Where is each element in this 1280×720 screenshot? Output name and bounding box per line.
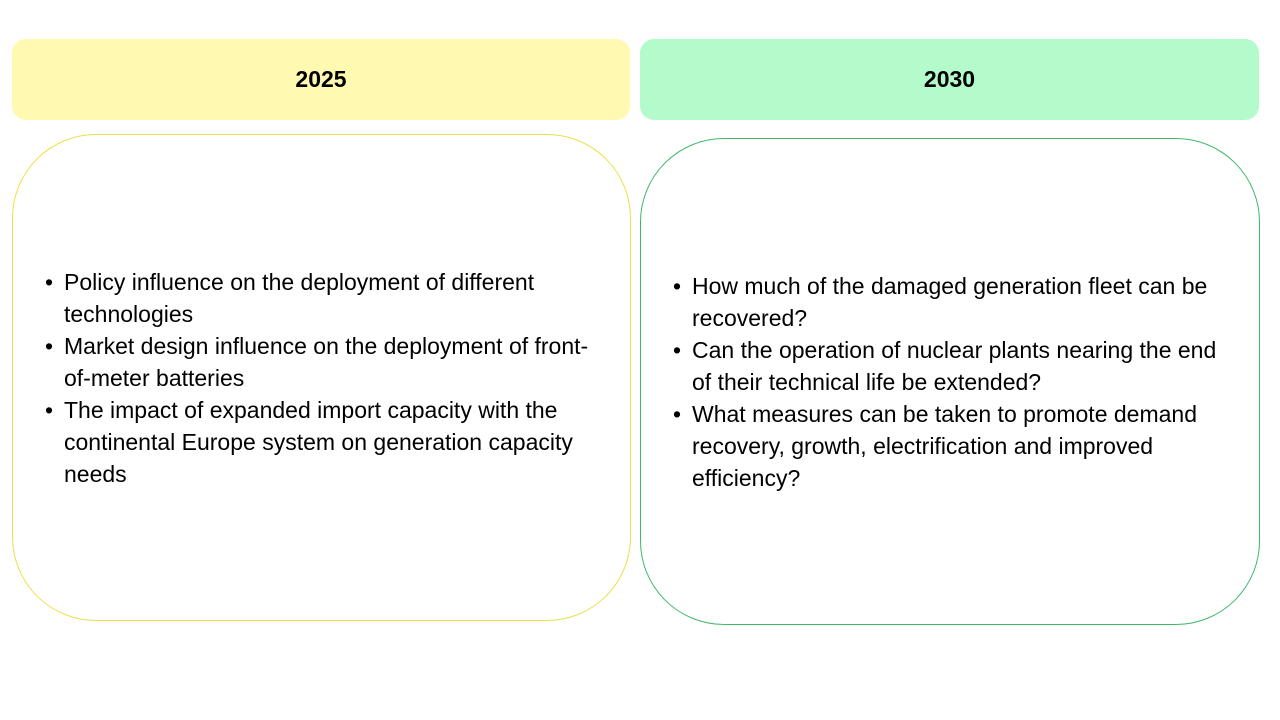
header-2030-label: 2030 [923, 66, 976, 92]
header-2025-label: 2025 [295, 66, 347, 92]
bullet-list-2025: Policy influence on the deployment of di… [45, 266, 604, 490]
card-2030: How much of the damaged generation fleet… [640, 138, 1260, 625]
bullet-item: Can the operation of nuclear plants near… [673, 334, 1229, 398]
bullet-item: The impact of expanded import capacity w… [45, 394, 604, 490]
bullet-item: Policy influence on the deployment of di… [45, 266, 604, 330]
header-2025: 2025 [12, 39, 630, 120]
bullet-list-2030: How much of the damaged generation fleet… [673, 270, 1229, 494]
card-2025: Policy influence on the deployment of di… [12, 134, 631, 621]
bullet-item: What measures can be taken to promote de… [673, 398, 1229, 494]
header-2030: 2030 [640, 39, 1259, 120]
bullet-item: How much of the damaged generation fleet… [673, 270, 1229, 334]
bullet-item: Market design influence on the deploymen… [45, 330, 604, 394]
